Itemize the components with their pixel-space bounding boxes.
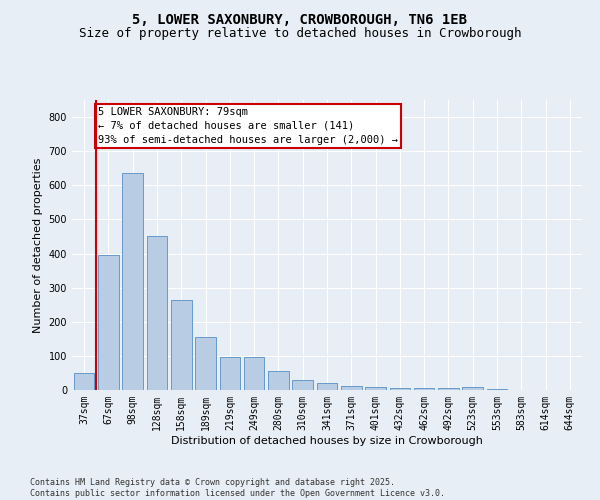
Bar [365,388,386,390]
Bar [292,380,313,390]
Bar [389,388,410,390]
Bar [438,388,459,390]
Bar [220,357,240,390]
Y-axis label: Number of detached properties: Number of detached properties [33,158,43,332]
Bar [98,255,119,390]
Bar [146,236,167,390]
Bar [195,337,216,390]
X-axis label: Distribution of detached houses by size in Crowborough: Distribution of detached houses by size … [171,436,483,446]
Bar [74,373,94,390]
Bar [463,386,483,390]
Text: Size of property relative to detached houses in Crowborough: Size of property relative to detached ho… [79,28,521,40]
Text: Contains HM Land Registry data © Crown copyright and database right 2025.
Contai: Contains HM Land Registry data © Crown c… [30,478,445,498]
Text: 5, LOWER SAXONBURY, CROWBOROUGH, TN6 1EB: 5, LOWER SAXONBURY, CROWBOROUGH, TN6 1EB [133,12,467,26]
Bar [414,388,434,390]
Bar [317,383,337,390]
Bar [341,386,362,390]
Bar [268,371,289,390]
Bar [244,357,265,390]
Bar [171,300,191,390]
Text: 5 LOWER SAXONBURY: 79sqm
← 7% of detached houses are smaller (141)
93% of semi-d: 5 LOWER SAXONBURY: 79sqm ← 7% of detache… [98,107,398,145]
Bar [122,174,143,390]
